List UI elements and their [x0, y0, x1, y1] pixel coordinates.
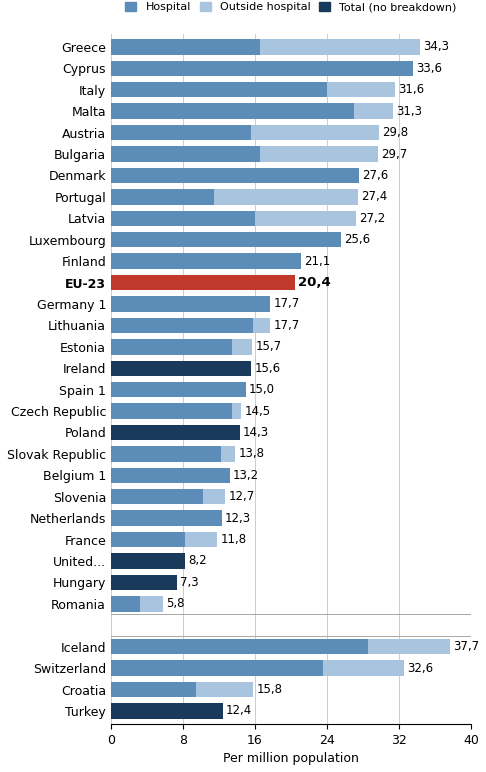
Bar	[111, 532, 185, 547]
Bar	[250, 125, 379, 141]
Bar	[111, 61, 414, 76]
Text: 33,6: 33,6	[417, 62, 443, 75]
Bar	[111, 317, 253, 333]
Text: 15,7: 15,7	[256, 340, 281, 354]
Bar	[214, 189, 358, 205]
Bar	[111, 382, 246, 398]
Text: 27,4: 27,4	[361, 191, 387, 203]
Bar	[111, 189, 214, 205]
Bar	[185, 532, 217, 547]
Text: 37,7: 37,7	[453, 640, 480, 653]
Bar	[111, 554, 185, 569]
Bar	[354, 103, 393, 119]
Bar	[255, 211, 356, 226]
Text: 27,2: 27,2	[359, 212, 385, 225]
Bar	[111, 147, 260, 162]
Text: 15,8: 15,8	[256, 683, 282, 696]
Text: 20,4: 20,4	[298, 276, 330, 289]
Text: 31,3: 31,3	[396, 105, 422, 117]
Bar	[111, 125, 250, 141]
Text: 13,8: 13,8	[238, 448, 264, 460]
Text: 13,2: 13,2	[233, 469, 259, 482]
Bar	[260, 147, 379, 162]
Text: 21,1: 21,1	[304, 255, 330, 268]
Bar	[111, 403, 232, 418]
Text: 14,3: 14,3	[243, 426, 269, 439]
Bar	[111, 168, 360, 183]
Bar	[111, 425, 240, 440]
X-axis label: Per million population: Per million population	[223, 752, 359, 765]
Bar	[111, 253, 301, 269]
Bar	[111, 82, 327, 97]
Text: 29,8: 29,8	[382, 126, 409, 139]
Bar	[111, 361, 251, 376]
Text: 12,4: 12,4	[226, 704, 252, 717]
Bar	[111, 703, 223, 719]
Bar	[221, 446, 235, 462]
Text: 7,3: 7,3	[180, 576, 198, 589]
Bar	[140, 596, 163, 611]
Bar	[203, 489, 226, 504]
Bar	[111, 103, 354, 119]
Bar	[111, 211, 255, 226]
Bar	[232, 339, 252, 354]
Bar	[111, 639, 367, 655]
Bar	[111, 468, 230, 483]
Bar	[111, 489, 203, 504]
Bar	[111, 510, 222, 526]
Legend: Hospital, Outside hospital, Total (no breakdown): Hospital, Outside hospital, Total (no br…	[125, 2, 457, 12]
Text: 29,7: 29,7	[382, 147, 408, 161]
Text: 5,8: 5,8	[166, 598, 185, 611]
Text: 27,6: 27,6	[363, 169, 389, 182]
Bar	[260, 39, 420, 55]
Text: 8,2: 8,2	[188, 554, 207, 567]
Text: 17,7: 17,7	[274, 319, 300, 332]
Text: 34,3: 34,3	[423, 40, 449, 53]
Text: 14,5: 14,5	[244, 405, 271, 418]
Bar	[111, 296, 270, 312]
Bar	[253, 317, 270, 333]
Text: 12,3: 12,3	[225, 512, 251, 525]
Bar	[111, 660, 323, 676]
Bar	[367, 639, 451, 655]
Bar	[196, 682, 253, 697]
Text: 11,8: 11,8	[220, 533, 246, 546]
Text: 32,6: 32,6	[408, 662, 434, 675]
Text: 12,7: 12,7	[228, 490, 255, 503]
Bar	[111, 275, 295, 290]
Bar	[323, 660, 404, 676]
Text: 15,0: 15,0	[249, 383, 275, 396]
Bar	[111, 596, 140, 611]
Text: 15,6: 15,6	[255, 362, 281, 374]
Text: 25,6: 25,6	[345, 233, 371, 246]
Bar	[327, 82, 396, 97]
Text: 17,7: 17,7	[274, 297, 300, 310]
Bar	[111, 446, 221, 462]
Bar	[111, 39, 260, 55]
Bar	[111, 574, 177, 590]
Bar	[111, 232, 342, 247]
Bar	[111, 339, 232, 354]
Bar	[111, 682, 196, 697]
Bar	[232, 403, 242, 418]
Text: 31,6: 31,6	[399, 83, 425, 96]
